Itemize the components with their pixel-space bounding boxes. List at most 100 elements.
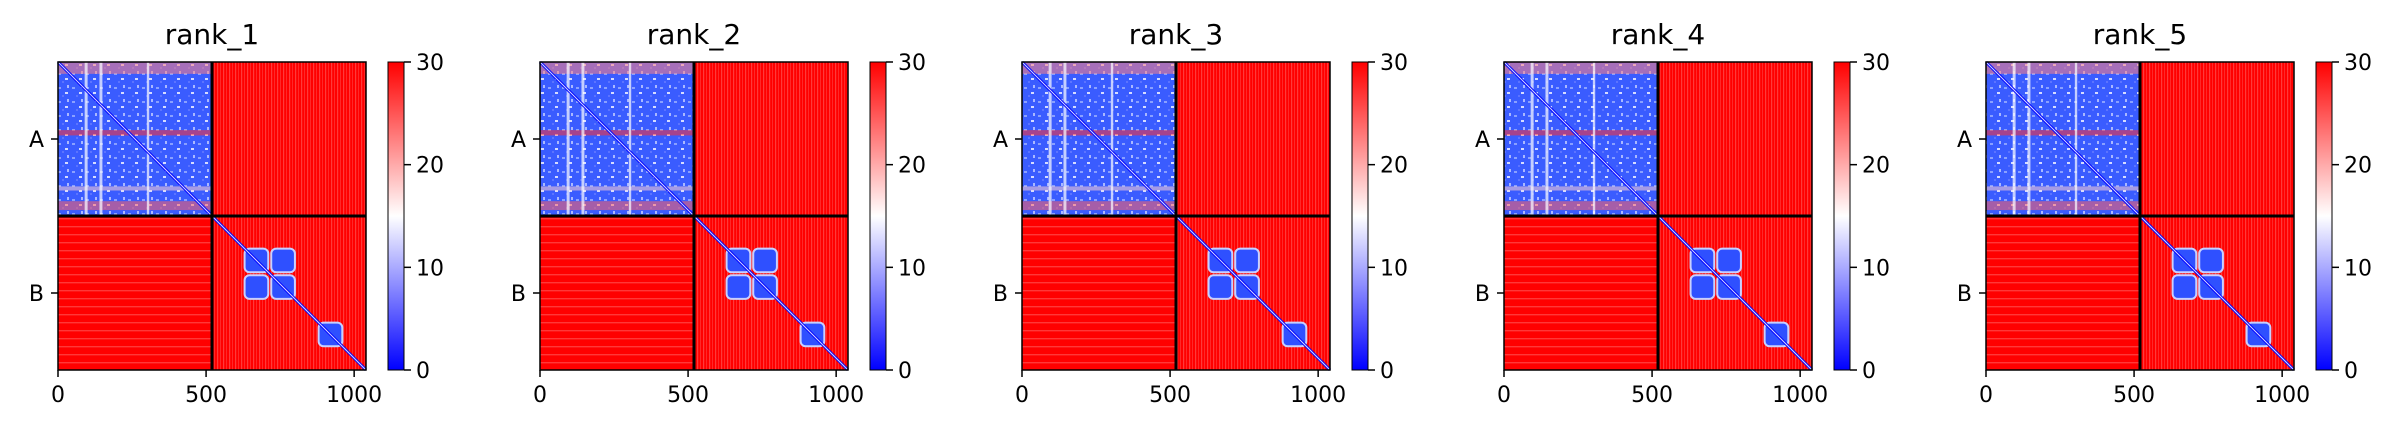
heatmap-stripe bbox=[84, 62, 88, 216]
colorbar-tick-label: 20 bbox=[416, 154, 444, 179]
colorbar-tick-label: 30 bbox=[898, 51, 926, 76]
x-tick-label: 1000 bbox=[1290, 383, 1346, 408]
colorbar-tick-label: 20 bbox=[898, 154, 926, 179]
heatmap-panel: rank_1 0 500 1000 A B 0 10 20 30 bbox=[29, 18, 444, 408]
heatmap-stripe bbox=[540, 130, 694, 136]
domain-block bbox=[1689, 274, 1716, 300]
domain-block bbox=[243, 274, 270, 300]
heatmap-stripe bbox=[1986, 130, 2140, 136]
heatmap-region-ba bbox=[58, 216, 212, 370]
colorbar-tick-label: 30 bbox=[1862, 51, 1890, 76]
heatmap-region-ba bbox=[1986, 216, 2140, 370]
x-tick-label: 0 bbox=[1497, 383, 1511, 408]
plot-frame bbox=[1503, 61, 1813, 371]
x-tick-label: 1000 bbox=[1772, 383, 1828, 408]
y-tick-label: A bbox=[993, 128, 1008, 153]
heatmap-stripe bbox=[1986, 186, 2140, 191]
domain-block bbox=[270, 247, 296, 274]
y-tick-label: B bbox=[511, 282, 526, 307]
plot-frame bbox=[539, 61, 849, 371]
heatmap-stripe bbox=[1022, 62, 1176, 74]
y-tick-label: A bbox=[1475, 128, 1490, 153]
heatmap-stripe bbox=[1592, 62, 1596, 216]
heatmap-stripe bbox=[1530, 62, 1534, 216]
x-tick-label: 0 bbox=[1979, 383, 1993, 408]
panel-title: rank_5 bbox=[2093, 18, 2187, 51]
heatmap-stripe bbox=[58, 186, 212, 191]
y-tick-label: A bbox=[29, 128, 44, 153]
domain-block bbox=[725, 274, 752, 300]
heatmap-stripe bbox=[1022, 186, 1176, 191]
panel-title: rank_4 bbox=[1611, 18, 1705, 51]
colorbar-tick-label: 20 bbox=[1380, 154, 1408, 179]
x-tick-label: 500 bbox=[667, 383, 709, 408]
domain-block bbox=[1716, 247, 1742, 274]
x-tick-label: 0 bbox=[1015, 383, 1029, 408]
domain-block bbox=[1234, 247, 1260, 274]
heatmap-stripe bbox=[1504, 186, 1658, 191]
x-tick-label: 1000 bbox=[326, 383, 382, 408]
colorbar bbox=[387, 61, 405, 371]
x-tick-label: 0 bbox=[533, 383, 547, 408]
colorbar-tick-label: 0 bbox=[898, 359, 912, 384]
heatmap-stripe bbox=[1022, 130, 1176, 136]
heatmap-stripe bbox=[1048, 62, 1052, 216]
heatmap-stripe bbox=[1504, 201, 1658, 211]
heatmap-stripe bbox=[146, 62, 150, 216]
y-tick-label: B bbox=[1957, 282, 1972, 307]
heatmap-stripe bbox=[58, 62, 212, 74]
x-tick-label: 500 bbox=[185, 383, 227, 408]
heatmap-stripe bbox=[540, 201, 694, 211]
heatmap-stripe bbox=[1545, 62, 1549, 216]
colorbar-tick-label: 0 bbox=[1862, 359, 1876, 384]
colorbar-tick-label: 0 bbox=[1380, 359, 1394, 384]
heatmap-panel: rank_4 0 500 1000 A B 0 10 20 30 bbox=[1475, 18, 1890, 408]
colorbar bbox=[1351, 61, 1369, 371]
colorbar-tick-label: 10 bbox=[416, 256, 444, 281]
colorbar bbox=[1833, 61, 1851, 371]
x-tick-label: 500 bbox=[1149, 383, 1191, 408]
y-tick-label: B bbox=[993, 282, 1008, 307]
heatmap-stripe bbox=[1063, 62, 1067, 216]
heatmap-region-ba bbox=[1022, 216, 1176, 370]
domain-block bbox=[2198, 247, 2224, 274]
colorbar-tick-label: 0 bbox=[416, 359, 430, 384]
heatmap-stripe bbox=[2012, 62, 2016, 216]
panel-title: rank_1 bbox=[165, 18, 259, 51]
x-tick-label: 1000 bbox=[2254, 383, 2310, 408]
domain-block bbox=[1207, 274, 1234, 300]
x-tick-label: 500 bbox=[1631, 383, 1673, 408]
plot-frame bbox=[57, 61, 367, 371]
colorbar-tick-label: 10 bbox=[1380, 256, 1408, 281]
heatmap-stripe bbox=[99, 62, 103, 216]
colorbar-tick-label: 20 bbox=[1862, 154, 1890, 179]
heatmap-stripe bbox=[1504, 130, 1658, 136]
heatmap-stripe bbox=[1022, 201, 1176, 211]
heatmap-panel: rank_3 0 500 1000 A B 0 10 20 30 bbox=[993, 18, 1408, 408]
heatmap-stripe bbox=[1504, 62, 1658, 74]
heatmap-stripe bbox=[58, 201, 212, 211]
heatmap-region-ba bbox=[1504, 216, 1658, 370]
heatmap-stripe bbox=[1986, 62, 2140, 74]
colorbar-tick-label: 0 bbox=[2344, 359, 2358, 384]
colorbar-tick-label: 10 bbox=[2344, 256, 2372, 281]
y-tick-label: B bbox=[29, 282, 44, 307]
domain-block bbox=[2171, 274, 2198, 300]
heatmap-stripe bbox=[1986, 201, 2140, 211]
heatmap-region-ba bbox=[540, 216, 694, 370]
colorbar-tick-label: 10 bbox=[898, 256, 926, 281]
heatmap-stripe bbox=[58, 130, 212, 136]
x-tick-label: 0 bbox=[51, 383, 65, 408]
heatmap-stripe bbox=[540, 62, 694, 74]
domain-block bbox=[752, 247, 778, 274]
heatmap-stripe bbox=[566, 62, 570, 216]
colorbar-tick-label: 30 bbox=[416, 51, 444, 76]
y-tick-label: B bbox=[1475, 282, 1490, 307]
colorbar bbox=[869, 61, 887, 371]
x-tick-label: 1000 bbox=[808, 383, 864, 408]
colorbar bbox=[2315, 61, 2333, 371]
heatmap-stripe bbox=[2074, 62, 2078, 216]
heatmap-panel: rank_2 0 500 1000 A B 0 10 20 30 bbox=[511, 18, 926, 408]
x-tick-label: 500 bbox=[2113, 383, 2155, 408]
heatmap-stripe bbox=[540, 186, 694, 191]
